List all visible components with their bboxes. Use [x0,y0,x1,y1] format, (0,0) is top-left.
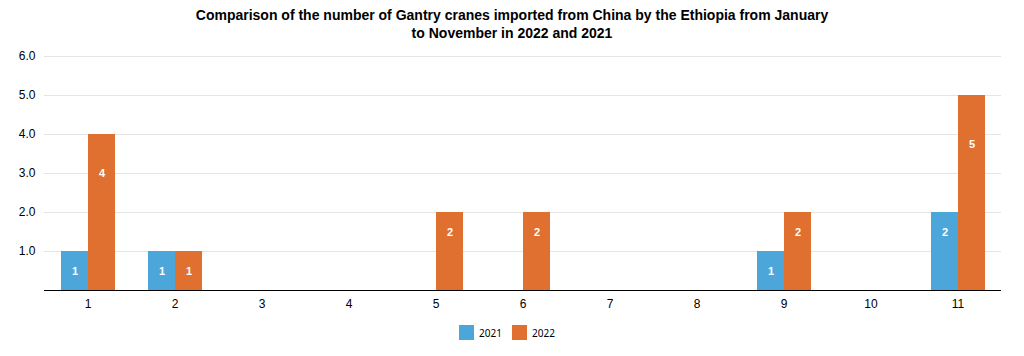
svg-text:8: 8 [694,297,701,311]
html-text:2021: 2021 [479,325,502,340]
svg-text:1: 1 [72,265,78,277]
svg-text:3.0: 3.0 [19,166,36,180]
svg-text:9: 9 [781,297,788,311]
svg-text:2: 2 [942,226,948,238]
svg-text:1: 1 [768,265,774,277]
svg-text:4: 4 [346,297,353,311]
svg-text:2: 2 [447,226,453,238]
svg-text:2: 2 [795,226,801,238]
html-text:2022: 2022 [532,325,555,340]
svg-text:3: 3 [259,297,266,311]
svg-text:2.0: 2.0 [19,205,36,219]
svg-text:4: 4 [99,167,106,179]
html-text:Comparison of the number of Ga: Comparison of the number of Gantry crane… [195,7,829,41]
svg-text:1.0: 1.0 [19,244,36,258]
svg-text:7: 7 [607,297,614,311]
svg-text:6: 6 [520,297,527,311]
svg-text:1: 1 [159,265,165,277]
svg-text:1: 1 [85,297,92,311]
svg-text:5: 5 [969,138,975,150]
svg-text:6.0: 6.0 [19,49,36,63]
svg-text:11: 11 [952,297,965,311]
svg-text:2: 2 [534,226,540,238]
svg-text:4.0: 4.0 [19,127,36,141]
svg-text:5.0: 5.0 [19,88,36,102]
svg-text:2: 2 [172,297,179,311]
svg-text:10: 10 [864,297,878,311]
svg-text:5: 5 [433,297,440,311]
svg-text:1: 1 [186,265,192,277]
